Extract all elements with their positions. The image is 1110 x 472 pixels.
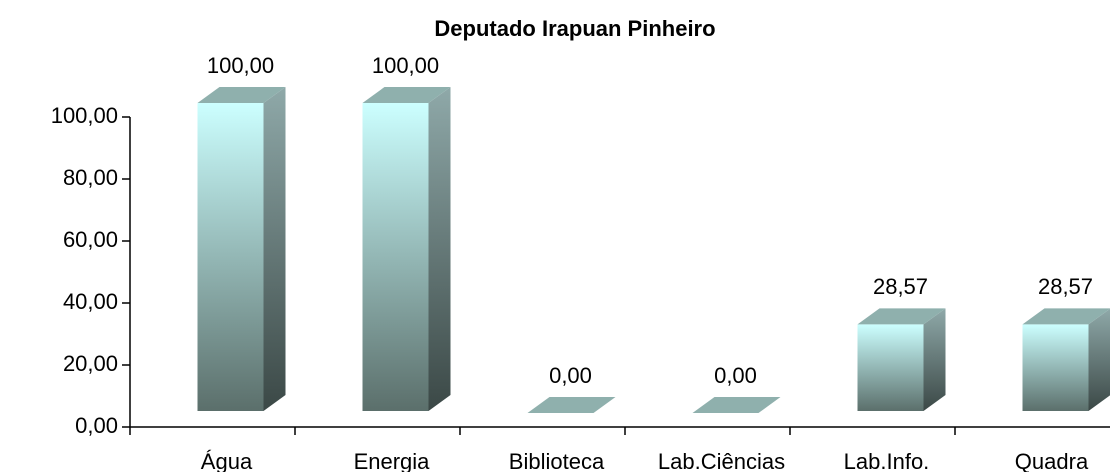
y-tick-label: 40,00 [63,289,118,314]
bar-side [1088,308,1110,411]
y-tick-label: 20,00 [63,351,118,376]
bar-front [857,324,924,411]
bar-side [263,87,286,411]
x-tick-label: Água [201,449,253,472]
x-tick-label: Biblioteca [509,449,605,472]
x-tick-label: Lab.Ciências [658,449,785,472]
bar-top [362,87,451,103]
bar-side [428,87,451,411]
y-tick-label: 0,00 [75,413,118,438]
bar-top [692,397,781,413]
bar-front [197,103,264,411]
y-tick-label: 100,00 [51,103,118,128]
bar-top [527,397,616,413]
y-tick-label: 80,00 [63,165,118,190]
data-label: 28,57 [1038,274,1093,299]
chart-title: Deputado Irapuan Pinheiro [434,16,715,41]
data-label: 0,00 [549,363,592,388]
data-label: 28,57 [873,274,928,299]
bar-front [362,103,429,411]
bar-front [1022,324,1089,411]
bar-top [197,87,286,103]
x-tick-label: Quadra [1015,449,1089,472]
data-label: 100,00 [207,53,274,78]
y-tick-label: 60,00 [63,227,118,252]
x-tick-label: Energia [354,449,431,472]
bar-top [857,308,946,325]
bar-side [923,308,946,411]
x-tick-label: Lab.Info. [844,449,930,472]
bar-top [1022,308,1110,325]
data-label: 100,00 [372,53,439,78]
data-label: 0,00 [714,363,757,388]
